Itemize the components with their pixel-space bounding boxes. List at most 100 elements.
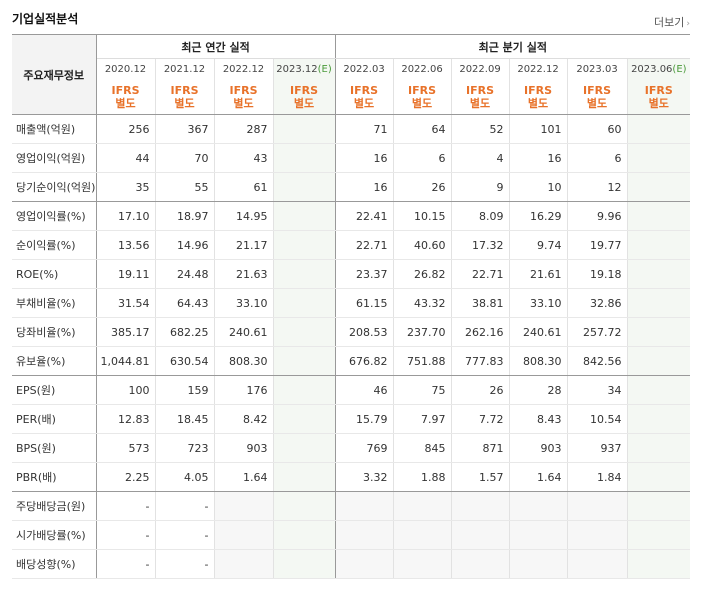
table-cell — [627, 491, 691, 521]
estimate-marker: (E) — [317, 64, 332, 76]
table-cell: 52 — [451, 114, 510, 144]
table-cell: 4.05 — [155, 462, 215, 492]
table-cell: - — [155, 491, 215, 521]
table-cell: 8.09 — [451, 201, 510, 231]
separate-label: 별도 — [586, 97, 608, 111]
table-cell: 100 — [96, 375, 156, 405]
accounting-standard: IFRS 별도 — [451, 80, 510, 115]
row-label: 영업이익(억원) — [12, 143, 97, 173]
table-cell: 12.83 — [96, 404, 156, 434]
period-header: 2022.12 — [509, 58, 568, 81]
period-header: 2022.03 — [335, 58, 394, 81]
table-cell: 55 — [155, 172, 215, 202]
separate-label: 별도 — [353, 97, 375, 111]
table-cell: 7.97 — [393, 404, 452, 434]
period-header: 2022.09 — [451, 58, 510, 81]
table-cell: 19.18 — [567, 259, 628, 289]
table-cell: - — [96, 549, 156, 579]
table-cell: 176 — [214, 375, 274, 405]
table-row: 배당성향(%) - - — [12, 549, 691, 579]
table-cell — [567, 520, 628, 550]
more-link[interactable]: 더보기 › — [654, 14, 690, 30]
table-cell: 16 — [509, 143, 568, 173]
row-label: 주당배당금(원) — [12, 491, 97, 521]
table-cell: 10.54 — [567, 404, 628, 434]
accounting-standard: IFRS 별도 — [96, 80, 156, 115]
table-row: 매출액(억원) 256 367 287 71 64 52 101 60 — [12, 114, 691, 144]
table-cell: 40.60 — [393, 230, 452, 260]
table-cell: 573 — [96, 433, 156, 463]
table-row: 당기순이익(억원) 35 55 61 16 26 9 10 12 — [12, 172, 691, 202]
table-cell: 682.25 — [155, 317, 215, 347]
table-cell: 14.95 — [214, 201, 274, 231]
separate-label: 별도 — [293, 97, 315, 111]
ifrs-label: IFRS — [583, 84, 612, 98]
table-cell: 18.97 — [155, 201, 215, 231]
table-cell: 17.32 — [451, 230, 510, 260]
table-cell — [627, 462, 691, 492]
period-header: 2023.12(E) — [273, 58, 336, 81]
table-cell — [214, 491, 274, 521]
table-cell: 1.84 — [567, 462, 628, 492]
row-label: 순이익률(%) — [12, 230, 97, 260]
period-label: 2023.03 — [576, 64, 618, 76]
table-cell — [273, 317, 336, 347]
table-cell: 287 — [214, 114, 274, 144]
table-cell: 31.54 — [96, 288, 156, 318]
separate-label: 별도 — [648, 97, 669, 111]
table-cell — [273, 230, 336, 260]
row-label: 배당성향(%) — [12, 549, 97, 579]
period-header: 2020.12 — [96, 58, 156, 81]
table-cell: 751.88 — [393, 346, 452, 376]
table-cell: 903 — [214, 433, 274, 463]
table-cell — [627, 520, 691, 550]
table-cell: 262.16 — [451, 317, 510, 347]
table-cell: 777.83 — [451, 346, 510, 376]
table-cell: 43 — [214, 143, 274, 173]
table-cell — [273, 201, 336, 231]
table-cell — [273, 462, 336, 492]
table-cell: 6 — [567, 143, 628, 173]
table-cell — [273, 404, 336, 434]
table-cell — [393, 520, 452, 550]
table-cell — [214, 549, 274, 579]
table-cell: 1.64 — [509, 462, 568, 492]
ifrs-label: IFRS — [290, 84, 318, 98]
accounting-standard: IFRS 별도 — [155, 80, 215, 115]
table-cell: 75 — [393, 375, 452, 405]
table-cell: - — [155, 549, 215, 579]
table-cell: 256 — [96, 114, 156, 144]
more-label: 더보기 — [654, 16, 685, 29]
section-title: 기업실적분석 — [12, 12, 79, 26]
table-cell — [567, 491, 628, 521]
period-label: 2020.12 — [104, 64, 147, 76]
table-row: 순이익률(%) 13.56 14.96 21.17 22.71 40.60 17.32 9.7… — [12, 230, 691, 260]
row-label: ROE(%) — [12, 259, 97, 289]
table-cell — [451, 520, 510, 550]
separate-label: 별도 — [115, 97, 136, 111]
table-cell — [627, 288, 691, 318]
table-cell: 240.61 — [214, 317, 274, 347]
table-cell: 385.17 — [96, 317, 156, 347]
accounting-standard: IFRS 별도 — [335, 80, 394, 115]
table-cell: 64 — [393, 114, 452, 144]
table-cell — [627, 433, 691, 463]
table-cell — [335, 491, 394, 521]
table-cell: 60 — [567, 114, 628, 144]
row-label: 매출액(억원) — [12, 114, 97, 144]
table-cell — [273, 433, 336, 463]
table-cell: 18.45 — [155, 404, 215, 434]
row-label: 유보율(%) — [12, 346, 97, 376]
table-cell — [509, 549, 568, 579]
table-cell: - — [96, 491, 156, 521]
table-cell — [627, 143, 691, 173]
table-cell: 903 — [509, 433, 568, 463]
table-cell: 19.77 — [567, 230, 628, 260]
table-cell: 2.25 — [96, 462, 156, 492]
table-cell: 240.61 — [509, 317, 568, 347]
table-cell: 70 — [155, 143, 215, 173]
separate-label: 별도 — [469, 97, 491, 111]
row-label: PER(배) — [12, 404, 97, 434]
period-label: 2022.09 — [459, 64, 501, 76]
table-cell: 64.43 — [155, 288, 215, 318]
